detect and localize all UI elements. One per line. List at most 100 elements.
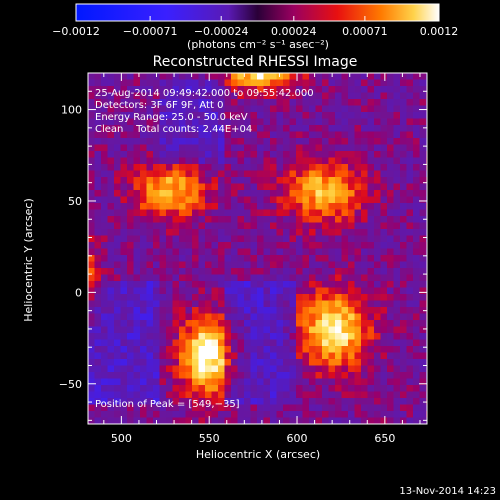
heatmap-cell (127, 203, 134, 210)
heatmap-cell (237, 131, 245, 139)
heatmap-cell (400, 417, 407, 425)
heatmap-cell (276, 112, 284, 119)
heatmap-cell (413, 112, 420, 119)
heatmap-cell (309, 255, 316, 262)
heatmap-cell (413, 92, 420, 100)
heatmap-cell (367, 307, 375, 314)
heatmap-cell (237, 372, 245, 379)
heatmap-cell (237, 287, 245, 295)
heatmap-cell (328, 196, 336, 204)
heatmap-cell (348, 151, 355, 158)
heatmap-cell (270, 255, 277, 262)
heatmap-cell (322, 248, 329, 256)
heatmap-cell (237, 398, 245, 405)
heatmap-cell (211, 398, 219, 405)
heatmap-cell (172, 164, 180, 171)
heatmap-cell (406, 372, 414, 379)
heatmap-cell (419, 138, 427, 145)
heatmap-cell (341, 268, 349, 275)
heatmap-cell (315, 177, 323, 184)
heatmap-cell (354, 411, 362, 418)
heatmap-cell (107, 190, 115, 197)
heatmap-cell (88, 164, 95, 171)
heatmap-cell (276, 281, 284, 288)
heatmap-cell (231, 294, 238, 301)
heatmap-cell (283, 261, 290, 269)
heatmap-cell (127, 190, 134, 197)
heatmap-cell (302, 92, 310, 100)
heatmap-cell (348, 79, 355, 87)
heatmap-cell (153, 326, 160, 334)
heatmap-cell (140, 164, 147, 171)
heatmap-cell (406, 242, 414, 249)
heatmap-cell (341, 313, 349, 321)
heatmap-cell (211, 92, 219, 100)
heatmap-cell (400, 268, 407, 275)
heatmap-cell (185, 333, 193, 340)
heatmap-cell (263, 99, 271, 106)
heatmap-cell (387, 170, 394, 178)
heatmap-cell (354, 261, 362, 269)
heatmap-cell (328, 339, 336, 347)
heatmap-cell (237, 346, 245, 353)
heatmap-cell (198, 339, 206, 347)
heatmap-cell (205, 255, 212, 262)
heatmap-cell (120, 268, 128, 275)
heatmap-cell (198, 320, 206, 327)
heatmap-cell (302, 274, 310, 282)
heatmap-cell (205, 73, 212, 80)
heatmap-cell (185, 242, 193, 249)
heatmap-cell (101, 138, 108, 145)
heatmap-cell (114, 333, 121, 340)
heatmap-cell (348, 385, 355, 392)
heatmap-cell (270, 326, 277, 334)
heatmap-cell (374, 333, 381, 340)
annotation-detectors: Detectors: 3F 6F 9F, Att 0 (95, 100, 223, 111)
heatmap-cell (127, 404, 134, 412)
heatmap-cell (205, 131, 212, 139)
heatmap-cell (244, 138, 251, 145)
heatmap-cell (244, 229, 251, 236)
heatmap-cell (341, 209, 349, 217)
heatmap-cell (276, 268, 284, 275)
heatmap-cell (361, 417, 368, 425)
heatmap-cell (387, 255, 394, 262)
heatmap-cell (263, 287, 271, 295)
heatmap-cell (387, 404, 394, 412)
heatmap-cell (315, 281, 323, 288)
heatmap-cell (94, 73, 102, 80)
heatmap-cell (94, 411, 102, 418)
heatmap-cell (289, 248, 297, 256)
heatmap-cell (315, 151, 323, 158)
heatmap-cell (211, 261, 219, 269)
heatmap-cell (166, 287, 173, 295)
heatmap-cell (172, 398, 180, 405)
heatmap-cell (335, 242, 342, 249)
heatmap-cell (367, 326, 375, 334)
heatmap-cell (120, 391, 128, 399)
heatmap-cell (374, 164, 381, 171)
heatmap-cell (354, 118, 362, 126)
heatmap-cell (153, 125, 160, 132)
heatmap-cell (192, 222, 199, 230)
heatmap-cell (309, 365, 316, 373)
heatmap-cell (296, 190, 303, 197)
heatmap-cell (159, 79, 167, 87)
heatmap-cell (179, 268, 186, 275)
heatmap-cell (185, 411, 193, 418)
heatmap-cell (237, 112, 245, 119)
heatmap-cell (218, 365, 225, 373)
heatmap-cell (289, 281, 297, 288)
heatmap-cell (159, 339, 167, 347)
heatmap-cell (302, 398, 310, 405)
heatmap-cell (146, 274, 154, 282)
heatmap-cell (224, 300, 232, 308)
heatmap-cell (380, 99, 388, 106)
heatmap-cell (263, 170, 271, 178)
heatmap-cell (205, 118, 212, 126)
heatmap-cell (146, 372, 154, 379)
heatmap-cell (192, 203, 199, 210)
heatmap-cell (250, 307, 258, 314)
heatmap-cell (289, 385, 297, 392)
heatmap-cell (127, 170, 134, 178)
